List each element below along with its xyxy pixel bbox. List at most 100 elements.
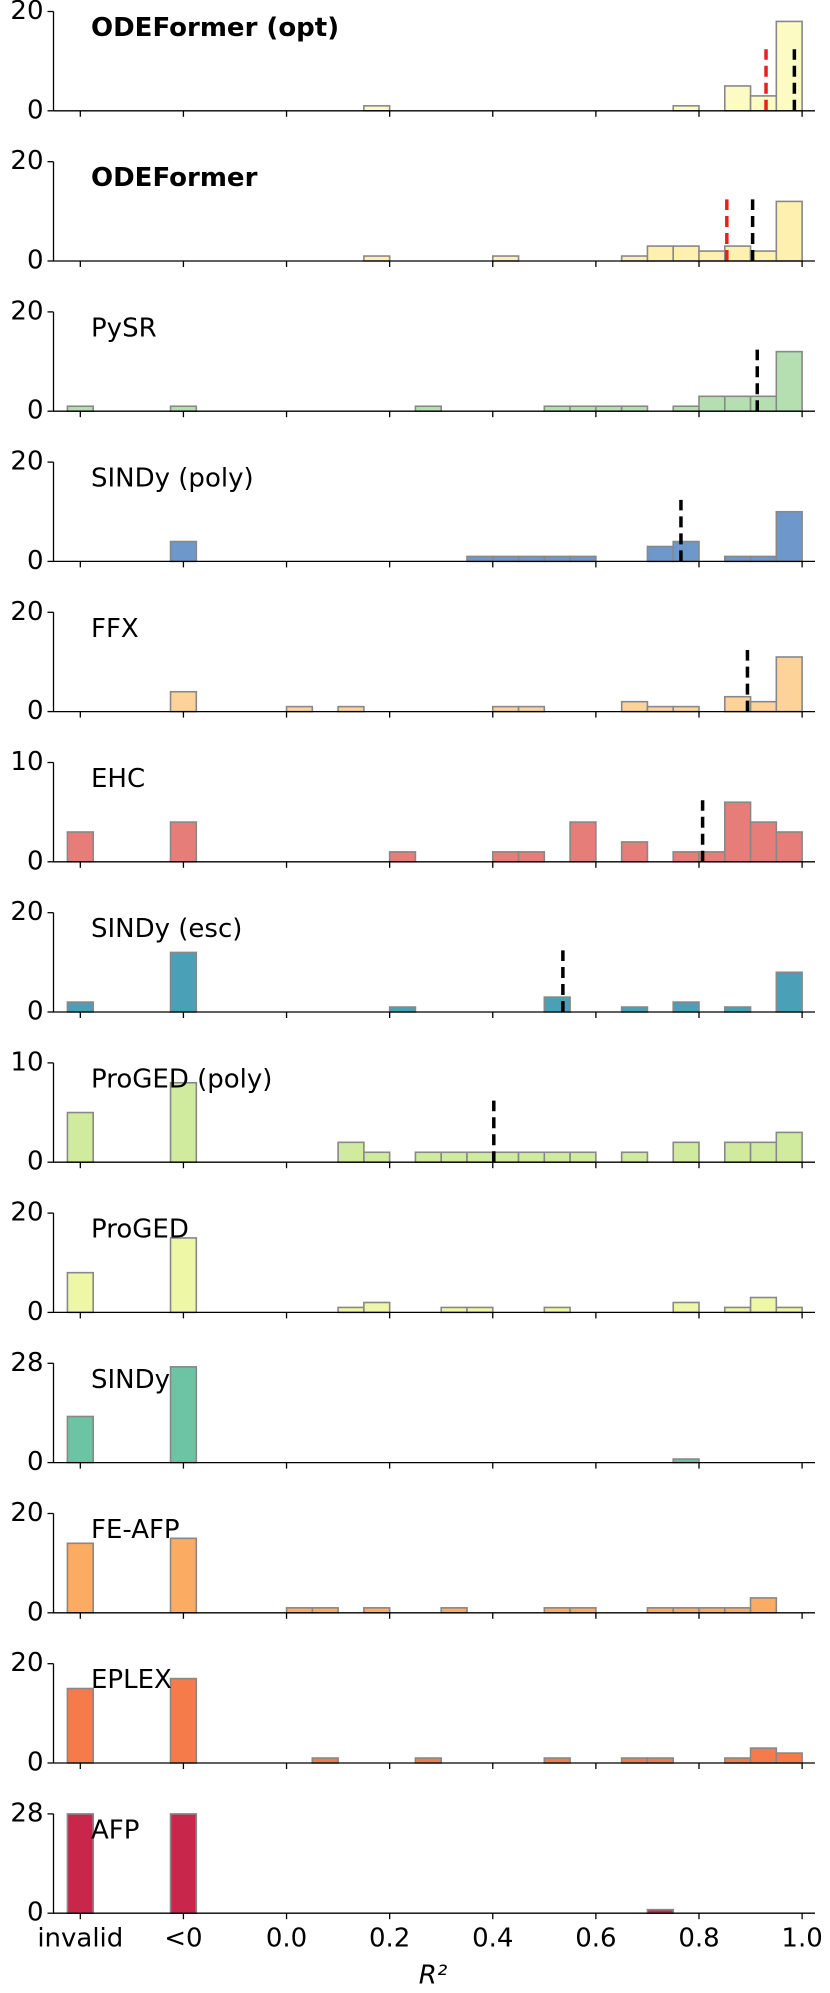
bar	[388, 851, 417, 863]
bar	[169, 690, 198, 713]
y-tick-label: 0	[27, 1147, 44, 1177]
x-tick-label: 0.8	[678, 1924, 719, 1954]
bar	[723, 801, 752, 863]
bar	[698, 395, 726, 412]
bar	[620, 841, 649, 863]
y-tick-label: 0	[27, 546, 44, 576]
x-tick-label: 0.0	[266, 1924, 307, 1954]
panel-title: ODEFormer	[91, 163, 258, 193]
bar	[388, 1006, 417, 1013]
bar	[646, 545, 675, 563]
bar	[672, 1001, 700, 1013]
bar	[491, 851, 520, 863]
bar	[569, 821, 597, 863]
x-tick-label: 0.6	[575, 1924, 616, 1954]
bar	[311, 1607, 339, 1614]
bar	[169, 1537, 198, 1614]
bar	[337, 1306, 365, 1314]
bar	[646, 1757, 675, 1764]
panel-title: AFP	[91, 1815, 139, 1845]
panel-title: SINDy (esc)	[91, 914, 242, 944]
bar	[749, 250, 778, 262]
bar	[491, 1151, 520, 1164]
bar	[620, 1757, 649, 1764]
y-tick-label: 0	[27, 846, 44, 876]
bar	[672, 1301, 700, 1314]
bar	[66, 1001, 94, 1013]
bar	[569, 1151, 597, 1164]
bar	[169, 1237, 198, 1314]
bar	[620, 1006, 649, 1013]
bar	[620, 255, 649, 262]
y-tick-label: 0	[27, 1447, 44, 1477]
bar	[646, 705, 675, 713]
bar	[723, 1607, 752, 1614]
bar	[337, 705, 365, 713]
panel-title: FE-AFP	[91, 1515, 180, 1545]
bar	[672, 851, 700, 863]
bar	[775, 831, 803, 863]
bar	[595, 405, 623, 412]
bar	[569, 555, 597, 563]
bar	[723, 1141, 752, 1163]
bar	[169, 405, 198, 412]
bar	[775, 20, 803, 112]
bar	[646, 245, 675, 262]
bar	[569, 1607, 597, 1614]
bar	[169, 1677, 198, 1764]
bar	[517, 851, 546, 863]
bar	[749, 555, 778, 563]
bar	[363, 1151, 391, 1164]
bar	[672, 105, 700, 112]
bar	[517, 705, 546, 713]
panel-title: FFX	[91, 614, 139, 644]
y-tick-label: 20	[10, 1498, 43, 1528]
y-tick-label: 20	[10, 0, 43, 26]
bar	[749, 395, 778, 412]
bar	[440, 1151, 468, 1164]
bar	[775, 1306, 803, 1314]
bar	[363, 1301, 391, 1314]
bar	[620, 700, 649, 713]
bar	[672, 1141, 700, 1163]
y-tick-label: 0	[27, 696, 44, 726]
bar	[66, 831, 94, 863]
panel-title: ODEFormer (opt)	[91, 13, 339, 43]
bar	[749, 1747, 778, 1764]
bar	[749, 1296, 778, 1314]
bar	[466, 1306, 494, 1314]
bar	[169, 1813, 198, 1915]
x-tick-label: 0.4	[472, 1924, 513, 1954]
bar	[414, 405, 443, 412]
x-tick-label: invalid	[37, 1924, 123, 1954]
bar	[672, 245, 700, 262]
y-tick-label: 10	[10, 1047, 43, 1077]
bar	[363, 255, 391, 262]
bar	[285, 705, 314, 713]
bar	[543, 405, 571, 412]
bar	[698, 1607, 726, 1614]
bar	[775, 510, 803, 563]
bar	[169, 540, 198, 563]
panel-title: EPLEX	[91, 1665, 172, 1695]
y-tick-label: 20	[10, 1198, 43, 1228]
y-tick-label: 0	[27, 1297, 44, 1327]
bar	[723, 395, 752, 412]
bar	[66, 1415, 94, 1464]
bar	[723, 1306, 752, 1314]
bar	[672, 540, 700, 563]
y-tick-label: 0	[27, 1898, 44, 1928]
y-tick-label: 20	[10, 1648, 43, 1678]
y-tick-label: 10	[10, 747, 43, 777]
y-tick-label: 0	[27, 396, 44, 426]
panel-title: SINDy (poly)	[91, 464, 254, 494]
panel-title: PySR	[91, 313, 157, 343]
y-tick-label: 0	[27, 997, 44, 1027]
bar	[620, 1151, 649, 1164]
bar	[66, 405, 94, 412]
bar	[672, 1607, 700, 1614]
bar	[337, 1141, 365, 1163]
x-axis-label: R²	[419, 1961, 448, 1991]
bar	[775, 1752, 803, 1764]
